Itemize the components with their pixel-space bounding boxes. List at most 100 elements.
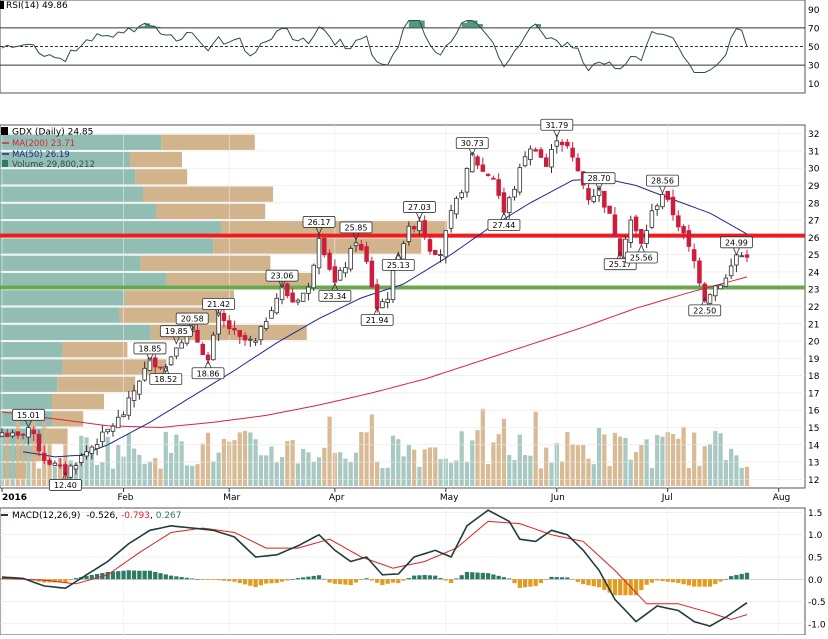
macd-histogram-bar: [512, 579, 517, 584]
macd-histogram-bar: [322, 578, 327, 580]
macd-histogram-bar: [216, 579, 221, 581]
macd-histogram-bar: [549, 576, 554, 580]
vbp-down-bar: [130, 151, 182, 168]
volume-bar: [707, 443, 713, 486]
candle-body: [311, 264, 316, 289]
volume-bar: [36, 468, 42, 486]
vbp-down-bar: [140, 255, 271, 271]
macd-histogram-bar: [692, 579, 697, 587]
candle-body: [26, 427, 31, 438]
volume-bar: [591, 464, 596, 486]
callout-box: [360, 314, 394, 326]
volume-bar: [422, 449, 427, 486]
volume-bar: [343, 458, 348, 486]
callout-pointer: [215, 309, 222, 318]
candle-body: [538, 149, 544, 158]
candle-body: [369, 260, 375, 288]
vbp-up-bar: [0, 393, 52, 410]
candle-body: [158, 366, 163, 369]
callout-box: [265, 269, 299, 282]
candle-body: [660, 194, 665, 208]
volume-bar: [21, 440, 26, 486]
volume-bar: [501, 418, 507, 486]
macd-histogram-bar: [63, 579, 68, 583]
volume-bar: [459, 431, 464, 486]
candle-body: [739, 255, 744, 258]
macd-panel: 1.5 1.0 0.5 0.0 -0.5 -1.0 MACD(12,26,9) -0.52…: [0, 507, 826, 636]
vbp-down-bar: [46, 428, 68, 444]
candle-body: [602, 190, 607, 208]
macd-histogram-bar: [353, 579, 359, 583]
volume-bar: [528, 455, 533, 486]
macd-histogram-bar: [147, 570, 153, 580]
callout-label: 24.99: [725, 238, 748, 247]
candle-body: [121, 414, 126, 418]
price-tick-label: 27: [808, 217, 819, 227]
candle-body: [543, 157, 549, 167]
macd-histogram-bar: [153, 571, 158, 580]
candle-body: [612, 214, 618, 238]
volume-bar: [142, 463, 147, 486]
volume-bar: [126, 433, 131, 486]
volume-bar: [644, 439, 649, 486]
price-tick-label: 25: [808, 251, 819, 261]
callout-label: 27.44: [492, 221, 515, 230]
candle-body: [702, 283, 707, 302]
vbp-down-bar: [62, 359, 167, 375]
macd-histogram-bar: [205, 579, 211, 580]
volume-bar: [168, 452, 174, 486]
price-tick-label: 18: [808, 372, 820, 382]
candle-body: [728, 265, 734, 277]
candle-body: [115, 416, 121, 429]
callout-box: [149, 373, 183, 386]
callout-box: [624, 251, 658, 264]
volume-bar: [274, 462, 279, 486]
macd-histogram-bar: [68, 579, 73, 581]
macd-histogram-bar: [427, 575, 433, 580]
callout-box: [381, 258, 415, 271]
macd-histogram-bar: [227, 579, 232, 582]
callout-pointer: [468, 148, 476, 157]
candle-body: [644, 230, 649, 244]
macd-histogram-bar: [52, 579, 57, 583]
volume-bar: [575, 445, 581, 486]
macd-histogram-bar: [660, 579, 665, 582]
callout-pointer: [352, 232, 360, 241]
rsi-legend-swatch: [0, 1, 4, 9]
macd-histogram-bar: [412, 575, 417, 580]
macd-histogram-bar: [364, 578, 369, 580]
volume-bar: [538, 468, 544, 486]
volume-bar: [94, 464, 100, 486]
candle-body: [575, 157, 581, 172]
vbp-down-bar: [57, 376, 136, 392]
candle-body: [20, 433, 26, 436]
macd-histogram-bar: [84, 576, 89, 580]
volume-bar: [612, 432, 618, 486]
support-resistance-lines: [0, 233, 805, 290]
callout-label: 12.40: [54, 481, 77, 490]
volume-bar: [15, 417, 20, 486]
volume-bar: [285, 441, 290, 486]
macd-histogram-bar: [168, 575, 174, 580]
candle-body: [491, 177, 496, 180]
candle-body: [274, 297, 280, 314]
candle-body: [105, 428, 110, 433]
price-tick-label: 15: [808, 424, 819, 434]
candle-body: [443, 230, 449, 258]
callout-box: [646, 174, 679, 187]
macd-histogram-bar: [211, 579, 216, 580]
candle-body: [237, 330, 243, 337]
volume-bar: [369, 414, 374, 486]
candle-body: [607, 205, 612, 214]
macd-histogram-bar: [406, 578, 411, 580]
date-axis-label: 2016: [2, 493, 27, 503]
candle-body: [533, 149, 538, 152]
candle-body: [707, 294, 713, 304]
rsi-tick-label: 50: [808, 43, 820, 53]
macd-legend-label: MACD(12,26,9) -0.526, -0.793, 0.267: [12, 511, 182, 521]
candle-body: [221, 312, 227, 322]
macd-histogram-bar: [306, 576, 311, 580]
macd-histogram-bar: [538, 579, 544, 583]
volume-bar: [63, 432, 68, 486]
volume-bar: [375, 461, 380, 486]
